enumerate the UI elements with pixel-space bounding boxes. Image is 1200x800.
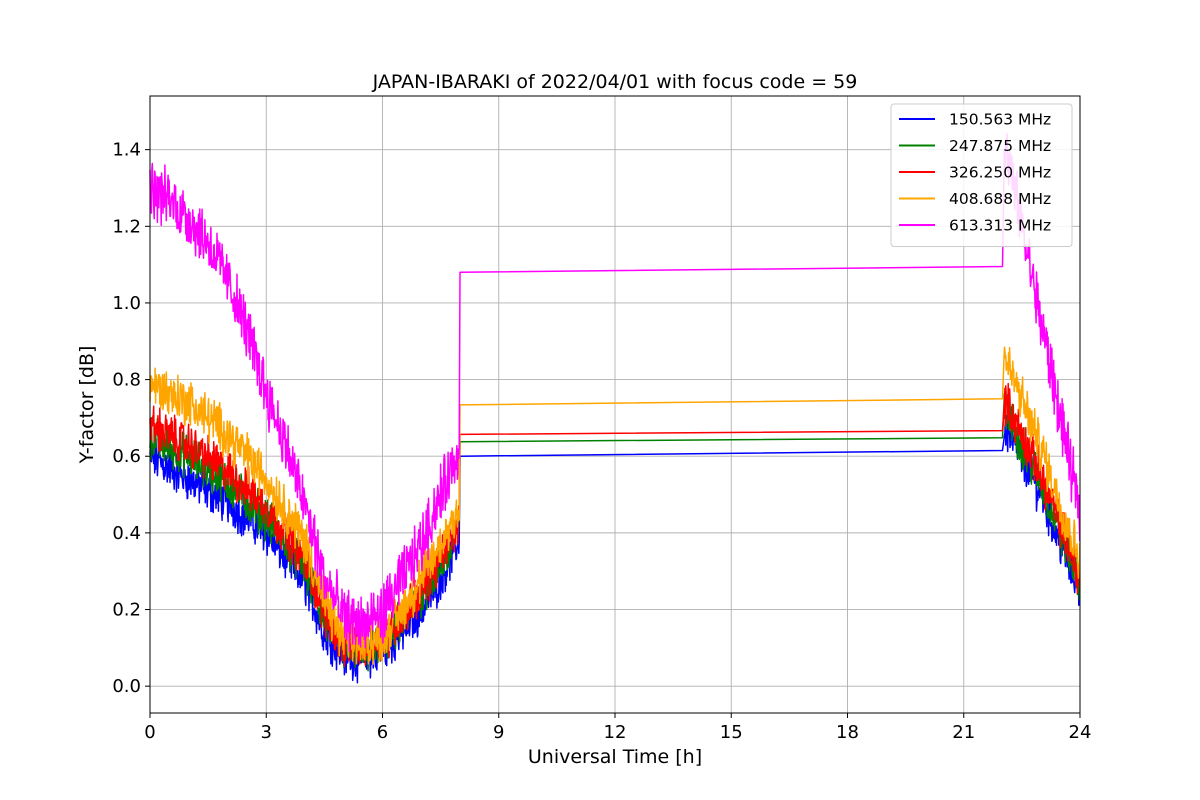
x-tick-label: 9 (493, 722, 504, 743)
legend-label: 326.250 MHz (949, 164, 1051, 182)
y-tick-label: 0.4 (112, 523, 141, 544)
series-line-408-688-mhz (149, 346, 1081, 665)
x-tick-label: 6 (377, 722, 388, 743)
legend-label: 150.563 MHz (949, 111, 1051, 129)
y-tick-label: 0.2 (112, 600, 141, 621)
x-tick-label: 21 (952, 722, 975, 743)
x-axis-label: Universal Time [h] (528, 746, 702, 768)
y-tick-label: 0.6 (112, 446, 141, 467)
y-tick-label: 0.0 (112, 676, 141, 697)
x-tick-label: 3 (261, 722, 272, 743)
x-tick-label: 24 (1069, 722, 1092, 743)
x-tick-label: 0 (144, 722, 155, 743)
x-tick-label: 18 (836, 722, 859, 743)
legend-label: 613.313 MHz (949, 217, 1051, 235)
legend-label: 247.875 MHz (949, 137, 1051, 155)
axis-ticks: 0 3 6 9 12 15 18 21 24 0.0 0.2 0.4 0.6 0.8 1.0 1.2 1.4 (112, 140, 1091, 743)
legend: 150.563 MHz 247.875 MHz 326.250 MHz 408.688… (890, 103, 1073, 247)
y-tick-label: 1.4 (112, 140, 141, 161)
x-tick-label: 15 (720, 722, 743, 743)
x-tick-label: 12 (604, 722, 627, 743)
y-tick-label: 1.2 (112, 216, 141, 237)
legend-box (890, 103, 1073, 247)
y-axis-label: Y-factor [dB] (76, 346, 98, 465)
chart-title: JAPAN-IBARAKI of 2022/04/01 with focus c… (372, 71, 858, 93)
y-tick-label: 1.0 (112, 293, 141, 314)
legend-label: 408.688 MHz (949, 190, 1051, 208)
y-tick-label: 0.8 (112, 370, 141, 391)
